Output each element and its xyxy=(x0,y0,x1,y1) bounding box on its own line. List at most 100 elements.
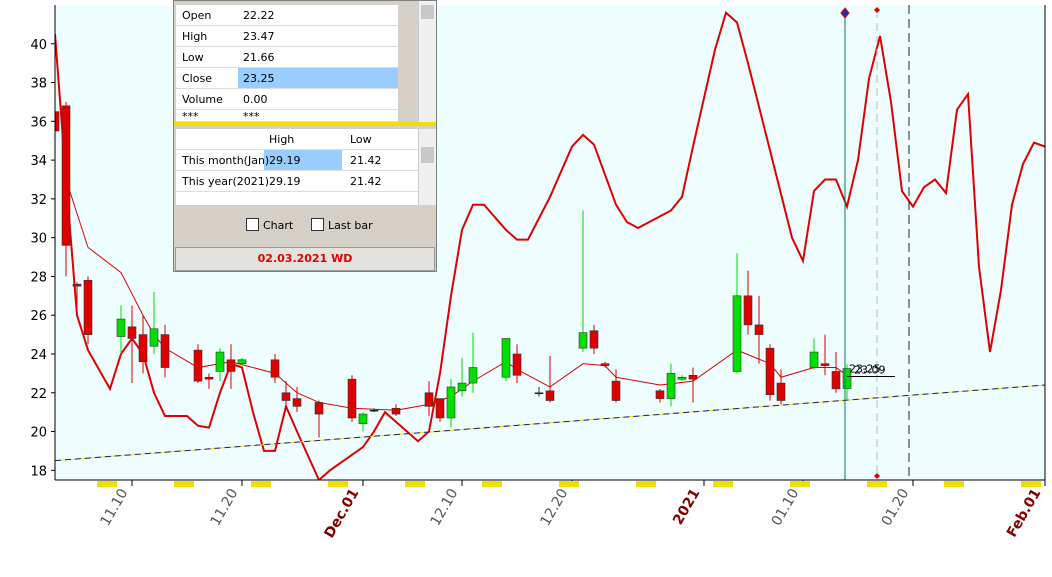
candle-body xyxy=(809,351,819,368)
quote-row[interactable]: Close 23.25 xyxy=(176,68,398,89)
candle-body xyxy=(534,392,544,395)
quote-row: High 23.47 xyxy=(176,26,398,47)
candle-body xyxy=(820,363,830,366)
weekend-markers xyxy=(97,481,1041,487)
x-tick-label: 2021 xyxy=(670,486,703,528)
range-high: 29.19 xyxy=(269,175,301,188)
candle-body xyxy=(435,398,445,419)
y-tick-label: 18 xyxy=(30,464,47,479)
quote-label: *** xyxy=(182,110,199,122)
y-tick-label: 30 xyxy=(30,232,47,247)
quote-label: Open xyxy=(182,9,212,22)
candle-body xyxy=(138,334,148,363)
quote-value: 23.47 xyxy=(243,30,275,43)
candle-body xyxy=(842,368,852,389)
x-tick-label: 12.20 xyxy=(538,486,572,529)
quote-label: Volume xyxy=(182,93,223,106)
range-label: This year(2021) xyxy=(182,175,270,188)
candle-body xyxy=(270,359,280,378)
candle-body xyxy=(83,280,93,335)
checkbox-label: Chart xyxy=(263,219,294,232)
x-tick-label: 11.10 xyxy=(98,486,132,529)
y-tick-label: 34 xyxy=(30,154,47,169)
x-tick-label: 01.20 xyxy=(879,486,913,529)
date-footer: 02.03.2021 WD xyxy=(175,247,435,271)
candle-body xyxy=(215,351,225,372)
candle-body xyxy=(61,105,71,246)
y-tick-label: 24 xyxy=(30,348,47,363)
candle-body xyxy=(655,390,665,399)
column-header: Low xyxy=(350,133,372,146)
quote-value: 21.66 xyxy=(243,51,275,64)
quote-table: Open 22.22 High 23.47 Low 21.66 Close 23.25 … xyxy=(176,5,398,122)
candle-body xyxy=(226,359,236,372)
candle-body xyxy=(743,295,753,326)
checkbox[interactable]: Last bar xyxy=(311,218,373,232)
range-row: This month(Jan) 29.19 21.42 xyxy=(176,150,418,171)
x-tick-label: Feb.01 xyxy=(1004,486,1045,540)
range-low: 21.42 xyxy=(350,154,382,167)
candle-body xyxy=(457,382,467,392)
candle-body xyxy=(281,392,291,401)
candle-body xyxy=(468,367,478,384)
quote-label: Close xyxy=(182,72,212,85)
candle-body xyxy=(160,334,170,368)
quote-value: 23.25 xyxy=(243,72,275,85)
quote-value: 22.22 xyxy=(243,9,275,22)
y-tick-label: 28 xyxy=(30,270,47,285)
candle-body xyxy=(116,318,126,337)
candle-body xyxy=(545,390,555,401)
price-label: 23.25 xyxy=(849,363,881,376)
quote-label: Low xyxy=(182,51,204,64)
candle-body xyxy=(55,111,60,132)
candle-body xyxy=(501,338,511,378)
candle-body xyxy=(149,328,159,347)
y-tick-label: 32 xyxy=(30,193,47,208)
y-tick-label: 26 xyxy=(30,309,47,324)
quote-row: Volume 0.00 xyxy=(176,89,398,110)
column-header: High xyxy=(269,133,295,146)
candle-body xyxy=(578,332,588,349)
range-row: This year(2021) 29.19 21.42 xyxy=(176,171,418,192)
candle-body xyxy=(347,378,357,419)
candle-body xyxy=(589,330,599,349)
candle-body xyxy=(391,407,401,415)
quote-row: *** *** xyxy=(176,110,398,122)
indicator-line xyxy=(55,10,1045,480)
x-tick-label: 12.10 xyxy=(428,486,462,529)
y-tick-label: 22 xyxy=(30,387,47,402)
checkbox-label: Last bar xyxy=(328,219,373,232)
price-label: 23.09 xyxy=(854,364,886,377)
checkbox[interactable]: Chart xyxy=(246,218,293,232)
range-low: 21.42 xyxy=(350,175,382,188)
y-tick-label: 20 xyxy=(30,426,47,441)
quote-row: Open 22.22 xyxy=(176,5,398,26)
y-tick-label: 40 xyxy=(30,38,47,53)
quote-row: Low 21.66 xyxy=(176,47,398,68)
candle-body xyxy=(292,398,302,407)
candle-body xyxy=(72,283,82,287)
quote-label: High xyxy=(182,30,208,43)
range-high: 29.19 xyxy=(269,154,301,167)
y-tick-label: 36 xyxy=(30,115,47,130)
marks xyxy=(55,10,1045,480)
candle-body xyxy=(831,371,841,390)
x-tick-label: 11.20 xyxy=(208,486,242,529)
range-table: High Low This month(Jan) 29.19 21.42 This y… xyxy=(176,129,418,205)
future-marker xyxy=(874,473,880,479)
candle-body xyxy=(369,409,379,412)
candle-body xyxy=(688,375,698,380)
candle-body xyxy=(754,324,764,335)
x-tick-label: Dec.01 xyxy=(321,486,362,541)
candle-body xyxy=(677,376,687,380)
future-marker xyxy=(874,7,880,13)
candle-body xyxy=(314,402,324,415)
candle-body xyxy=(358,413,368,425)
candle-body xyxy=(193,349,203,382)
scrollbar[interactable] xyxy=(418,129,436,205)
candle-body xyxy=(512,353,522,376)
quote-value: *** xyxy=(243,110,260,122)
range-label: This month(Jan) xyxy=(182,154,270,167)
scrollbar[interactable] xyxy=(418,1,436,122)
